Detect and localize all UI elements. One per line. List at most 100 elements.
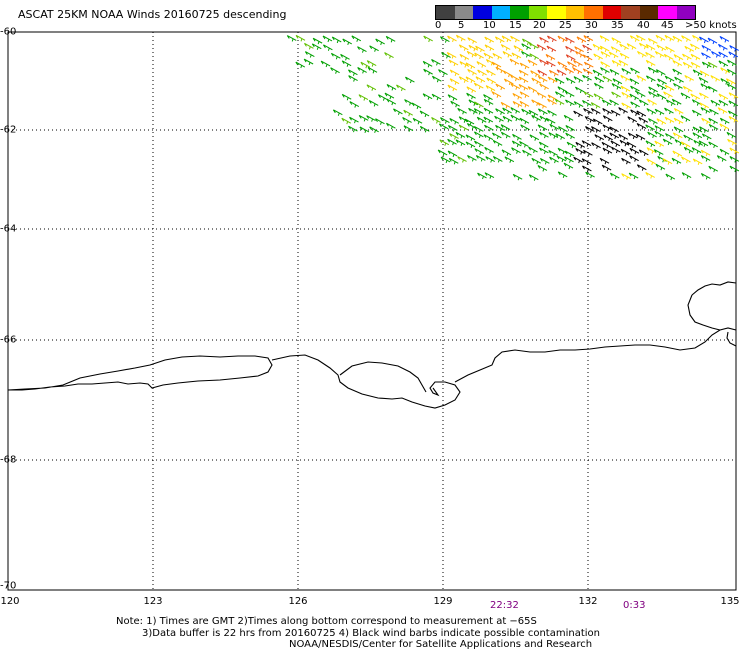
wind-barb xyxy=(422,93,433,100)
wind-barb xyxy=(626,43,637,50)
wind-barb xyxy=(483,107,494,115)
wind-barb xyxy=(636,50,647,58)
wind-barb xyxy=(555,91,565,98)
wind-barb xyxy=(513,45,524,52)
wind-barb xyxy=(573,76,584,83)
wind-barb xyxy=(384,52,394,59)
wind-barb xyxy=(602,115,613,122)
wind-barb xyxy=(728,92,739,99)
wind-barb xyxy=(304,42,314,50)
wind-barb xyxy=(521,51,531,58)
wind-barb xyxy=(502,50,513,58)
wind-barb xyxy=(621,102,631,109)
wind-barb xyxy=(412,117,423,125)
wind-barb xyxy=(591,126,601,133)
wind-barb xyxy=(664,116,675,124)
wind-barb xyxy=(500,101,511,109)
wind-barb xyxy=(519,140,529,148)
wind-barb xyxy=(593,93,604,100)
wind-barb xyxy=(486,69,496,77)
wind-barb xyxy=(322,35,333,43)
wind-barb xyxy=(645,172,655,179)
wind-barb xyxy=(396,84,406,92)
wind-barb xyxy=(492,52,503,60)
wind-barb xyxy=(360,61,371,69)
wind-barb xyxy=(518,69,529,77)
wind-barb xyxy=(557,171,568,178)
wind-barb xyxy=(467,68,477,76)
wind-barb xyxy=(512,133,522,141)
wind-barb xyxy=(574,46,584,53)
wind-barb xyxy=(565,99,575,106)
wind-barb xyxy=(447,138,457,146)
wind-barb xyxy=(692,158,703,165)
wind-barb xyxy=(647,99,657,106)
wind-barb xyxy=(592,118,603,125)
wind-barb xyxy=(701,117,711,125)
wind-barb xyxy=(501,149,512,156)
wind-barb xyxy=(584,116,595,123)
wind-barb xyxy=(582,44,592,52)
wind-barb xyxy=(672,59,683,67)
wind-barb xyxy=(467,154,477,162)
wind-barb xyxy=(582,68,593,75)
wind-barb xyxy=(565,36,575,44)
wind-barb xyxy=(681,156,691,164)
wind-barb xyxy=(357,66,367,74)
wind-barb xyxy=(657,78,667,86)
wind-barb xyxy=(646,158,656,166)
wind-barb xyxy=(537,108,548,115)
lon-label: 126 xyxy=(288,596,308,607)
wind-barb xyxy=(707,61,718,69)
wind-barb xyxy=(665,99,676,106)
wind-barb xyxy=(698,92,709,100)
wind-barb xyxy=(431,58,441,66)
wind-barb xyxy=(684,45,695,53)
colorbar-tick: 30 xyxy=(585,20,598,31)
wind-barb xyxy=(386,122,396,130)
wind-barb xyxy=(645,140,656,147)
wind-barb xyxy=(366,84,377,91)
wind-barb xyxy=(446,52,457,59)
wind-barb xyxy=(621,173,631,180)
wind-barb xyxy=(692,132,703,139)
colorbar-tick: 25 xyxy=(559,20,572,31)
wind-barb xyxy=(710,99,721,107)
wind-barb xyxy=(654,108,665,116)
wind-barb xyxy=(592,69,603,77)
wind-barb xyxy=(492,156,503,163)
wind-barb xyxy=(673,107,684,115)
wind-barb xyxy=(386,84,397,91)
wind-barb xyxy=(565,77,576,84)
wind-barb xyxy=(477,172,487,180)
wind-barb xyxy=(621,68,632,75)
wind-barb xyxy=(700,83,711,90)
lat-label: -70 xyxy=(0,580,17,592)
wind-barb xyxy=(449,69,460,77)
wind-barb xyxy=(629,147,640,155)
wind-barb xyxy=(636,75,647,82)
wind-barb xyxy=(681,35,691,42)
wind-barb xyxy=(610,109,621,117)
wind-barb xyxy=(341,93,352,101)
wind-barb xyxy=(664,75,675,83)
wind-barb xyxy=(594,76,605,83)
wind-barb xyxy=(539,59,549,66)
wind-barb xyxy=(485,85,496,92)
wind-barb xyxy=(483,94,493,101)
graticule xyxy=(8,32,736,590)
wind-barb xyxy=(369,45,379,52)
wind-barb xyxy=(601,99,612,106)
wind-barb xyxy=(720,67,730,74)
wind-barb xyxy=(609,126,619,133)
wind-barb xyxy=(636,164,647,171)
wind-barb xyxy=(510,114,521,122)
wind-barb xyxy=(512,92,523,100)
lon-label: 129 xyxy=(433,596,453,607)
wind-barb xyxy=(664,84,675,92)
wind-barb xyxy=(332,109,343,116)
wind-barb xyxy=(405,76,415,84)
wind-barb xyxy=(500,131,511,139)
wind-barb xyxy=(700,149,711,157)
wind-barb xyxy=(431,93,442,101)
